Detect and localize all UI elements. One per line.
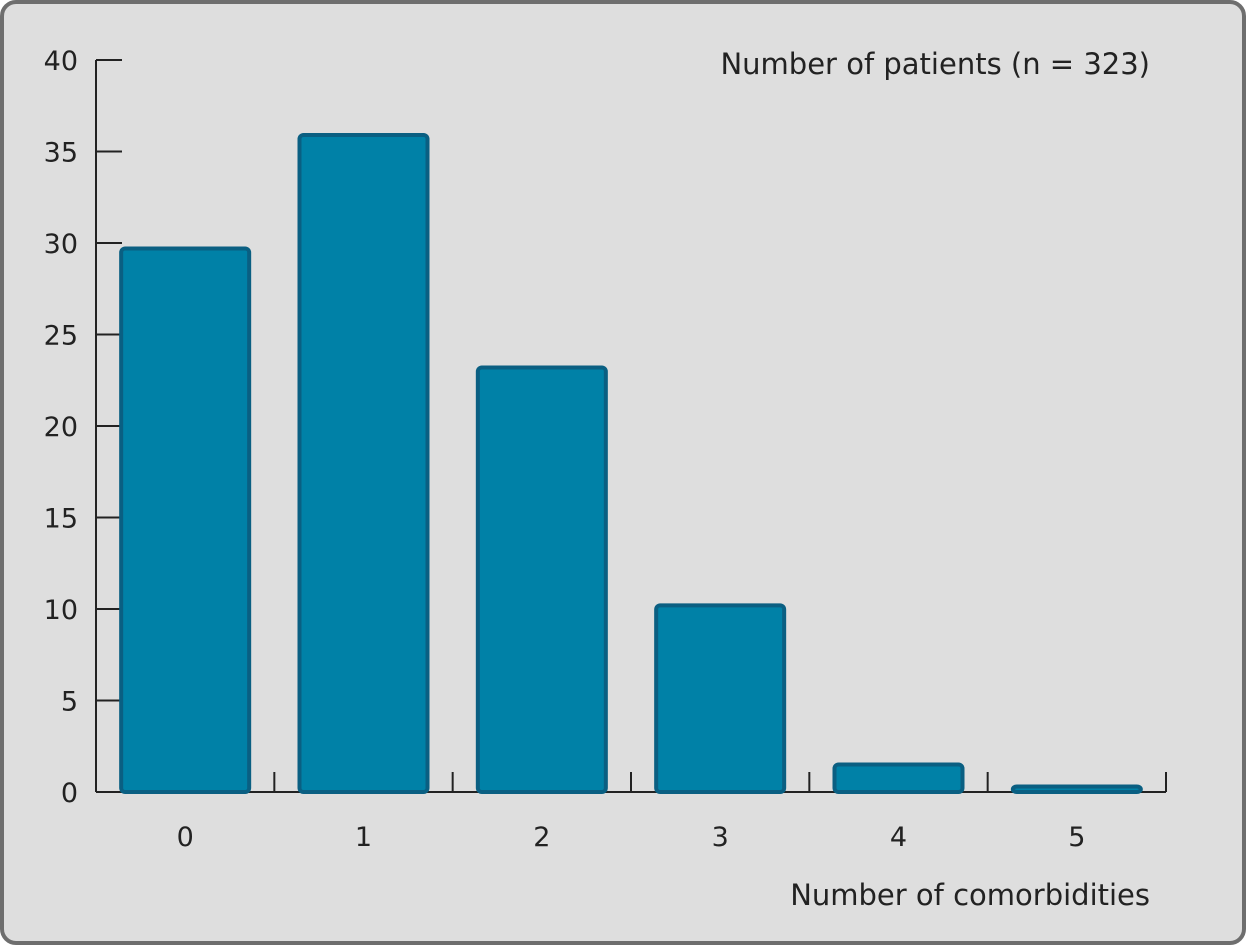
x-tick-label: 2 [533, 822, 550, 853]
y-tick-label: 10 [44, 595, 78, 626]
bar-3 [654, 603, 787, 795]
x-tick-label: 1 [355, 822, 372, 853]
y-tick-label: 20 [44, 412, 78, 443]
x-tick-label: 0 [177, 822, 194, 853]
y-tick-label: 15 [44, 504, 78, 535]
y-tick-label: 35 [44, 138, 78, 169]
bars [119, 133, 1143, 795]
y-tick-label: 0 [61, 778, 78, 809]
y-tick-label: 25 [44, 321, 78, 352]
x-tick-label: 4 [890, 822, 907, 853]
y-axis: 0 5 10 15 20 25 30 35 40 [44, 46, 122, 809]
bar-2 [475, 365, 608, 794]
bar-1 [297, 133, 430, 794]
x-tick-label: 3 [712, 822, 729, 853]
x-axis-title: Number of comorbidities [790, 878, 1150, 912]
y-axis-title: Number of patients (n = 323) [720, 47, 1150, 81]
bar-0 [119, 246, 252, 795]
x-axis: 0 1 2 3 4 5 [95, 772, 1167, 853]
y-tick-label: 40 [44, 46, 78, 77]
y-tick-label: 5 [61, 687, 78, 718]
x-tick-label: 5 [1068, 822, 1085, 853]
bar-5 [1010, 784, 1143, 795]
y-tick-label: 30 [44, 229, 78, 260]
bar-4 [832, 762, 965, 794]
